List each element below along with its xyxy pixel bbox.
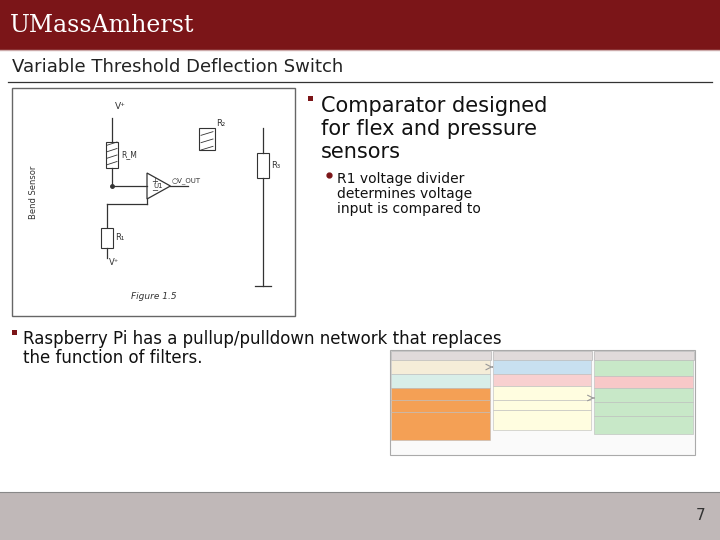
Bar [391, 351, 490, 360]
Bar [12, 330, 17, 335]
Bar [492, 410, 591, 430]
Text: R_M: R_M [121, 151, 137, 159]
Bar [492, 351, 593, 360]
Text: UMassAmherst: UMassAmherst [10, 14, 194, 37]
Bar [12, 88, 295, 316]
Bar [391, 360, 490, 374]
Bar [492, 360, 591, 374]
Text: for flex and pressure: for flex and pressure [321, 119, 537, 139]
Text: V⁺: V⁺ [109, 258, 120, 267]
Text: Figure 1.5: Figure 1.5 [131, 292, 176, 301]
Text: sensors: sensors [321, 143, 401, 163]
Bar [594, 360, 693, 376]
Text: Variable Threshold Deflection Switch: Variable Threshold Deflection Switch [12, 58, 343, 76]
Text: input is compared to: input is compared to [337, 202, 481, 216]
Bar [101, 228, 113, 248]
Bar [0, 492, 720, 540]
Bar [199, 128, 215, 150]
Bar [594, 388, 693, 402]
Text: R₂: R₂ [216, 119, 225, 128]
Bar [257, 153, 269, 178]
Bar [492, 374, 591, 386]
Text: determines voltage: determines voltage [337, 187, 472, 201]
Text: ○V_OUT: ○V_OUT [172, 177, 201, 184]
Text: +: + [151, 178, 158, 186]
Bar [391, 412, 490, 440]
Text: −: − [151, 186, 158, 195]
Bar [594, 402, 693, 416]
Bar [391, 400, 490, 412]
Text: Raspberry Pi has a pullup/pulldown network that replaces: Raspberry Pi has a pullup/pulldown netwo… [23, 330, 502, 348]
Bar [594, 376, 693, 388]
Text: Bend Sensor: Bend Sensor [30, 165, 38, 219]
Text: Comparator designed: Comparator designed [321, 96, 547, 116]
Bar [492, 386, 591, 400]
Bar [308, 96, 313, 101]
Text: U1: U1 [153, 183, 163, 189]
Bar [594, 416, 693, 434]
Text: V⁺: V⁺ [115, 102, 126, 111]
Bar [390, 350, 695, 455]
Text: the function of filters.: the function of filters. [23, 349, 202, 367]
Bar [391, 374, 490, 388]
Bar [391, 388, 490, 400]
Bar [106, 142, 118, 168]
Bar [492, 400, 591, 410]
Text: 7: 7 [696, 509, 705, 523]
Text: R₁: R₁ [115, 233, 125, 242]
Text: R1 voltage divider: R1 voltage divider [337, 172, 464, 186]
Bar [594, 351, 694, 360]
Bar [0, 0, 720, 50]
Text: R₃: R₃ [271, 161, 280, 170]
